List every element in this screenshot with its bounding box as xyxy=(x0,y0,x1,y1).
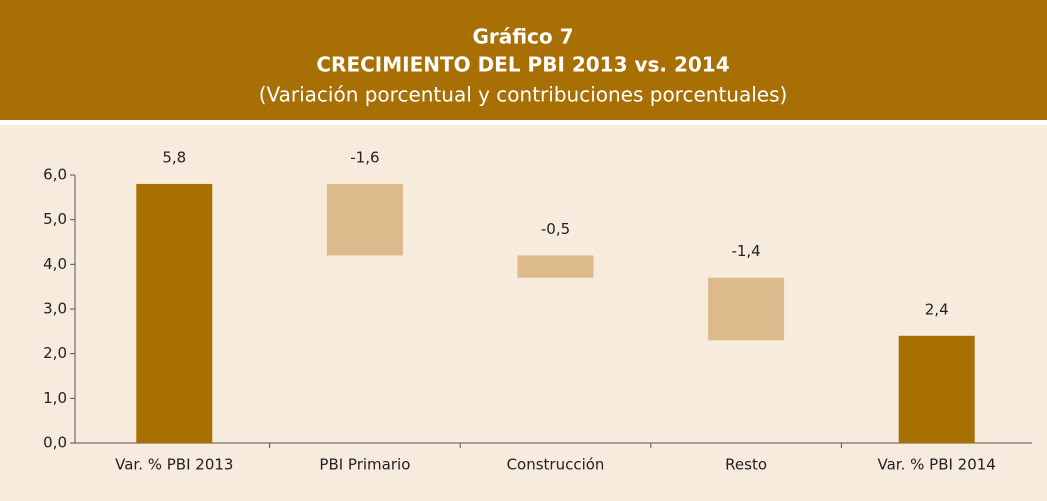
chart-note: (Variación porcentual y contribuciones p… xyxy=(259,83,788,107)
x-tick-label: Var. % PBI 2013 xyxy=(115,456,233,474)
y-tick-label: 2,0 xyxy=(43,344,67,362)
data-label: 5,8 xyxy=(162,148,186,166)
bar xyxy=(898,335,975,443)
data-label: -1,6 xyxy=(350,148,379,166)
y-tick-label: 4,0 xyxy=(43,255,67,273)
x-tick-label: Var. % PBI 2014 xyxy=(878,456,996,474)
chart-subtitle: CRECIMIENTO DEL PBI 2013 vs. 2014 xyxy=(316,53,729,77)
bar xyxy=(326,183,403,256)
x-tick-label: Resto xyxy=(725,456,767,474)
y-tick-label: 5,0 xyxy=(43,210,67,228)
bar xyxy=(136,183,213,443)
chart-title: Gráfico 7 xyxy=(472,25,573,49)
data-label: -1,4 xyxy=(731,242,760,260)
data-label: -0,5 xyxy=(541,220,570,238)
x-tick-label: PBI Primario xyxy=(319,456,410,474)
y-tick-label: 0,0 xyxy=(43,434,67,452)
data-label: 2,4 xyxy=(925,300,949,318)
bar xyxy=(708,277,785,341)
bar xyxy=(517,255,594,278)
y-tick-label: 1,0 xyxy=(43,389,67,407)
header-band xyxy=(0,0,1047,120)
x-tick-label: Construcción xyxy=(507,456,605,474)
y-tick-label: 6,0 xyxy=(43,166,67,184)
y-tick-label: 3,0 xyxy=(43,300,67,318)
